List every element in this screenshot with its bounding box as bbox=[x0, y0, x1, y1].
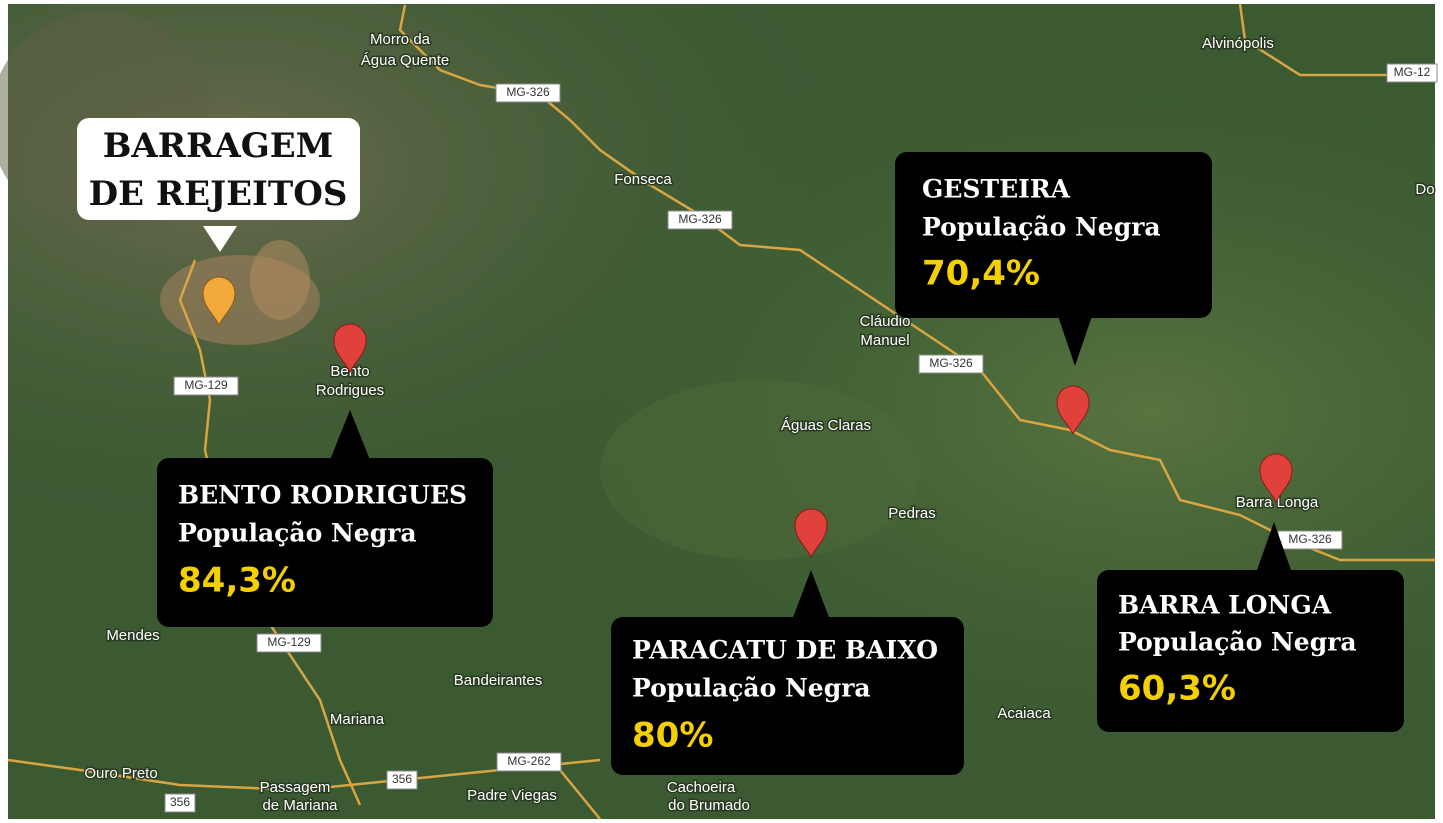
callout-value: 60,3% bbox=[1118, 669, 1236, 709]
place-label: Pedras bbox=[888, 505, 936, 522]
place-label: Acaiaca bbox=[997, 705, 1051, 722]
road-shield: MG-326 bbox=[506, 85, 550, 99]
callout-title: BENTO RODRIGUES bbox=[178, 481, 467, 510]
place-label: Padre Viegas bbox=[467, 787, 557, 804]
place-label: do Brumado bbox=[668, 797, 750, 814]
place-label: Rodrigues bbox=[316, 382, 384, 399]
callout-value: 70,4% bbox=[922, 254, 1040, 294]
road-shield: MG-129 bbox=[267, 635, 311, 649]
place-label: Alvinópolis bbox=[1202, 35, 1274, 52]
place-label: Bandeirantes bbox=[454, 672, 542, 689]
callout-subtitle: População Negra bbox=[178, 519, 417, 548]
callout-value: 80% bbox=[632, 716, 713, 756]
place-label: Ouro Preto bbox=[84, 765, 157, 782]
road-shield: MG-326 bbox=[1288, 532, 1332, 546]
callout-subtitle: População Negra bbox=[1118, 628, 1357, 657]
place-label: Mendes bbox=[106, 627, 159, 644]
place-label: Fonseca bbox=[614, 171, 672, 188]
place-label: Águas Claras bbox=[781, 417, 871, 434]
place-label: Mariana bbox=[330, 711, 385, 728]
place-label: Do bbox=[1415, 181, 1434, 198]
callout-title: GESTEIRA bbox=[922, 175, 1071, 204]
dam-label: BARRAGEM bbox=[103, 126, 334, 166]
callout-value: 84,3% bbox=[178, 561, 296, 601]
place-label: Água Quente bbox=[361, 52, 449, 69]
callout-subtitle: População Negra bbox=[922, 213, 1161, 242]
place-label: Passagem bbox=[260, 779, 331, 796]
place-label: Morro da bbox=[370, 31, 431, 48]
road-shield: MG-262 bbox=[507, 754, 551, 768]
dam-label: DE REJEITOS bbox=[89, 174, 348, 214]
callout-subtitle: População Negra bbox=[632, 674, 871, 703]
callout-title: PARACATU DE BAIXO bbox=[632, 636, 938, 665]
road-shield: MG-129 bbox=[184, 378, 228, 392]
road-shield: MG-12 bbox=[1394, 65, 1431, 79]
place-label: Cachoeira bbox=[667, 779, 736, 796]
callout-title: BARRA LONGA bbox=[1118, 591, 1332, 620]
place-label: de Mariana bbox=[262, 797, 338, 814]
road-shield: 356 bbox=[170, 795, 190, 809]
road-shield: MG-326 bbox=[929, 356, 973, 370]
road-shield: 356 bbox=[392, 772, 412, 786]
map: MG-326 MG-326 MG-326 MG-326 MG-129 MG-12… bbox=[0, 0, 1443, 823]
place-label: Manuel bbox=[860, 332, 909, 349]
road-shield: MG-326 bbox=[678, 212, 722, 226]
